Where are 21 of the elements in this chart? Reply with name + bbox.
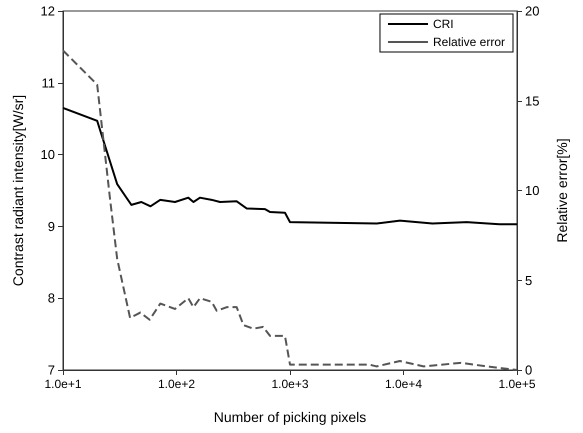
legend-label: CRI bbox=[432, 17, 454, 31]
y-axis-title: Contrast radiant intensity[W/sr] bbox=[10, 94, 26, 286]
y2-tick-label: 0 bbox=[525, 362, 532, 378]
x-tick-label: 1.0e+1 bbox=[44, 377, 82, 391]
y2-tick-label: 20 bbox=[525, 4, 540, 18]
x-axis-title: Number of picking pixels bbox=[214, 409, 366, 425]
x-tick-label: 1.0e+2 bbox=[158, 377, 196, 391]
y-tick-label: 8 bbox=[48, 290, 55, 306]
y2-tick-label: 5 bbox=[525, 272, 532, 288]
y-tick-label: 9 bbox=[48, 218, 55, 234]
legend-label: Relative error bbox=[432, 35, 506, 49]
x-tick-label: 1.0e+5 bbox=[498, 377, 536, 391]
y2-tick-label: 10 bbox=[525, 183, 540, 198]
y-tick-label: 7 bbox=[48, 362, 55, 378]
y2-tick-label: 15 bbox=[525, 93, 540, 108]
x-tick-label: 1.0e+4 bbox=[384, 377, 422, 391]
y-tick-label: 10 bbox=[40, 147, 55, 162]
y-tick-label: 12 bbox=[40, 4, 55, 18]
y-tick-label: 11 bbox=[42, 75, 55, 90]
y2-axis-title: Relative error[%] bbox=[554, 138, 570, 243]
x-tick-label: 1.0e+3 bbox=[271, 377, 309, 391]
